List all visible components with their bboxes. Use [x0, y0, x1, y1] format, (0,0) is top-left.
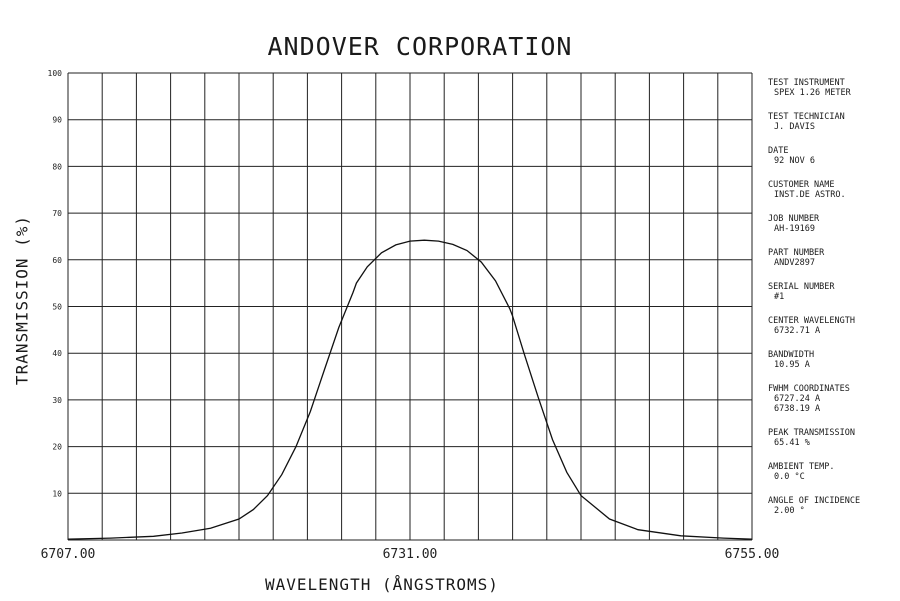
info-label: TEST INSTRUMENT — [768, 78, 845, 88]
y-tick-label: 10 — [52, 489, 62, 498]
info-value: J. DAVIS — [774, 122, 815, 132]
info-block: SERIAL NUMBER #1 — [768, 282, 898, 302]
info-value: INST.DE ASTRO. — [774, 190, 846, 200]
info-block: CUSTOMER NAME INST.DE ASTRO. — [768, 180, 898, 200]
chart-title: ANDOVER CORPORATION — [267, 32, 573, 61]
y-tick-label: 60 — [52, 256, 62, 265]
y-tick-label: 20 — [52, 443, 62, 452]
info-label: ANGLE OF INCIDENCE — [768, 496, 861, 506]
info-block: TEST TECHNICIAN J. DAVIS — [768, 112, 898, 132]
info-block: DATE 92 NOV 6 — [768, 146, 898, 166]
info-label: AMBIENT TEMP. — [768, 462, 835, 472]
info-value: #1 — [774, 292, 785, 302]
y-tick-label: 80 — [52, 162, 62, 171]
series-line-transmission — [67, 239, 753, 540]
info-block: JOB NUMBER AH-19169 — [768, 214, 898, 234]
info-block: BANDWIDTH 10.95 A — [768, 350, 898, 370]
info-block: TEST INSTRUMENT SPEX 1.26 METER — [768, 78, 898, 98]
x-axis-label: WAVELENGTH (ÅNGSTROMS) — [265, 575, 499, 594]
info-label: DATE — [768, 146, 789, 156]
info-block: FWHM COORDINATES 6727.24 A 6738.19 A — [768, 384, 898, 414]
x-tick-label: 6707.00 — [41, 547, 96, 562]
info-value: SPEX 1.26 METER — [774, 88, 851, 98]
info-value: 10.95 A — [774, 360, 810, 370]
info-label: FWHM COORDINATES — [768, 384, 850, 394]
info-label: TEST TECHNICIAN — [768, 112, 845, 122]
info-value: 0.0 °C — [774, 472, 805, 482]
info-label: JOB NUMBER — [768, 214, 820, 224]
info-value: 65.41 % — [774, 438, 810, 448]
test-info-panel: TEST INSTRUMENT SPEX 1.26 METER TEST TECHN… — [768, 78, 898, 530]
info-value: 92 NOV 6 — [774, 156, 815, 166]
info-value: 6727.24 A — [774, 394, 821, 404]
info-block: AMBIENT TEMP. 0.0 °C — [768, 462, 898, 482]
y-tick-label: 40 — [52, 349, 62, 358]
info-block: ANGLE OF INCIDENCE 2.00 ° — [768, 496, 898, 516]
y-tick-label: 30 — [52, 396, 62, 405]
y-tick-label: 50 — [52, 303, 62, 312]
info-label: CENTER WAVELENGTH — [768, 316, 855, 326]
info-value: 6732.71 A — [774, 326, 821, 336]
info-label: BANDWIDTH — [768, 350, 815, 360]
info-block: PART NUMBER ANDV2897 — [768, 248, 898, 268]
info-value: 2.00 ° — [774, 506, 805, 516]
y-tick-label: 100 — [48, 69, 63, 78]
info-label: PEAK TRANSMISSION — [768, 428, 855, 438]
info-value: ANDV2897 — [774, 258, 815, 268]
info-value: AH-19169 — [774, 224, 815, 234]
y-tick-label: 90 — [52, 116, 62, 125]
info-block: CENTER WAVELENGTH 6732.71 A — [768, 316, 898, 336]
x-tick-label: 6731.00 — [383, 547, 438, 562]
info-value: 6738.19 A — [774, 404, 821, 414]
info-label: SERIAL NUMBER — [768, 282, 835, 292]
info-label: PART NUMBER — [768, 248, 825, 258]
info-block: PEAK TRANSMISSION 65.41 % — [768, 428, 898, 448]
y-tick-label: 70 — [52, 209, 62, 218]
info-label: CUSTOMER NAME — [768, 180, 835, 190]
x-tick-label: 6755.00 — [725, 547, 780, 562]
